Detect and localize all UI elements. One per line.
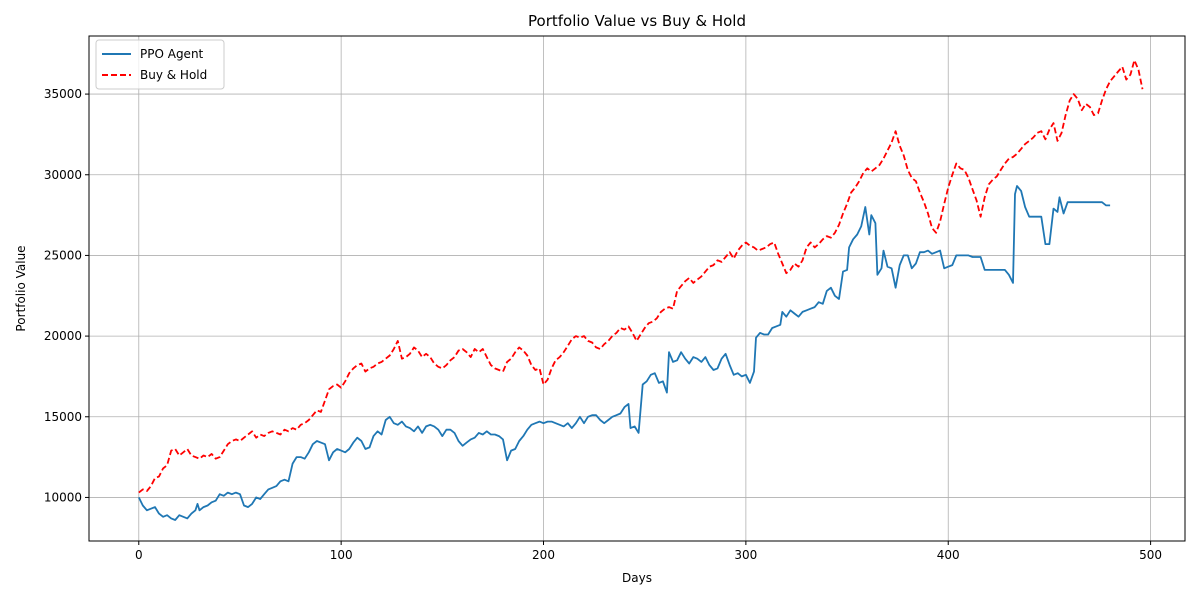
- y-tick-label: 20000: [44, 329, 82, 343]
- x-tick-label: 500: [1139, 548, 1162, 562]
- y-tick-label: 25000: [44, 248, 82, 262]
- chart-title: Portfolio Value vs Buy & Hold: [528, 12, 746, 30]
- x-tick-label: 0: [135, 548, 143, 562]
- x-tick-label: 300: [734, 548, 757, 562]
- y-tick-label: 10000: [44, 490, 82, 504]
- x-tick-label: 400: [937, 548, 960, 562]
- series-line-buy-hold: [138, 59, 1144, 494]
- y-tick-label: 30000: [44, 168, 82, 182]
- x-axis-label: Days: [622, 571, 652, 585]
- series-layer: [137, 59, 1144, 521]
- x-tick-label: 200: [532, 548, 555, 562]
- legend-box: [95, 39, 225, 90]
- y-axis-label: Portfolio Value: [14, 245, 28, 331]
- y-tick-label: 35000: [44, 87, 82, 101]
- x-tick-label: 100: [330, 548, 353, 562]
- legend-label-ppo-agent: PPO Agent: [140, 47, 204, 61]
- tick-layer: 0 100 200 300 400 500 10000 15000 20000 25000 3000…: [44, 87, 1162, 562]
- legend-label-buy-hold: Buy & Hold: [140, 68, 207, 82]
- plot-frame: [88, 35, 1186, 542]
- legend: PPO Agent Buy & Hold: [95, 39, 225, 90]
- y-tick-label: 15000: [44, 410, 82, 424]
- grid-layer: [89, 36, 1185, 541]
- series-line-ppo-agent: [137, 185, 1111, 521]
